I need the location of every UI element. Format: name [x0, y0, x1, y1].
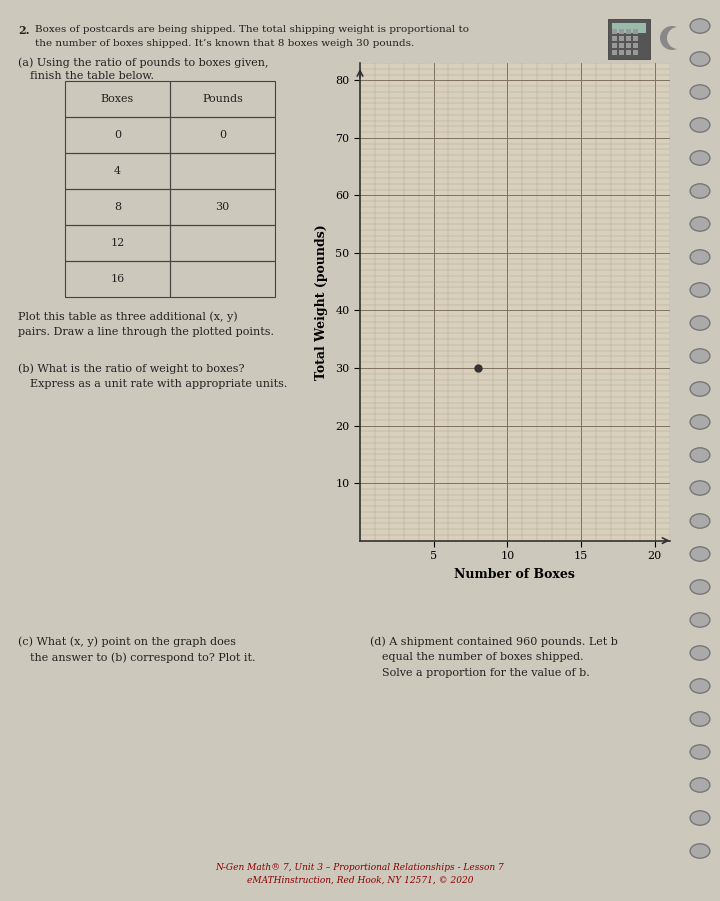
Bar	[612, 43, 617, 48]
Bar	[170, 189, 275, 225]
Text: Express as a unit rate with appropriate units.: Express as a unit rate with appropriate …	[30, 379, 287, 389]
Ellipse shape	[690, 613, 710, 627]
Bar	[633, 36, 638, 41]
Ellipse shape	[690, 580, 710, 594]
Ellipse shape	[690, 51, 710, 66]
Ellipse shape	[690, 745, 710, 760]
Ellipse shape	[690, 382, 710, 396]
Text: the number of boxes shipped. It’s known that 8 boxes weigh 30 pounds.: the number of boxes shipped. It’s known …	[35, 39, 414, 48]
Ellipse shape	[690, 283, 710, 297]
Bar	[619, 50, 624, 55]
Ellipse shape	[690, 85, 710, 99]
Bar	[65, 261, 170, 297]
Bar	[626, 50, 631, 55]
Text: pairs. Draw a line through the plotted points.: pairs. Draw a line through the plotted p…	[18, 327, 274, 337]
Ellipse shape	[690, 778, 710, 792]
Ellipse shape	[690, 19, 710, 33]
Bar	[626, 29, 631, 34]
X-axis label: Number of Boxes: Number of Boxes	[454, 568, 575, 581]
Bar	[65, 117, 170, 153]
Text: the answer to (b) correspond to? Plot it.: the answer to (b) correspond to? Plot it…	[30, 652, 256, 662]
Text: (a) Using the ratio of pounds to boxes given,: (a) Using the ratio of pounds to boxes g…	[18, 57, 269, 68]
Text: 0: 0	[219, 130, 226, 140]
Text: (b) What is the ratio of weight to boxes?: (b) What is the ratio of weight to boxes…	[18, 363, 245, 374]
Bar	[612, 36, 617, 41]
Bar	[170, 261, 275, 297]
Ellipse shape	[690, 678, 710, 693]
Ellipse shape	[690, 646, 710, 660]
Ellipse shape	[690, 315, 710, 330]
Bar	[626, 43, 631, 48]
Bar	[612, 29, 617, 34]
Bar	[170, 81, 275, 117]
Ellipse shape	[690, 844, 710, 858]
Text: (c) What (x, y) point on the graph does: (c) What (x, y) point on the graph does	[18, 636, 236, 647]
Bar	[619, 43, 624, 48]
Text: 16: 16	[110, 274, 125, 284]
Y-axis label: Total Weight (pounds): Total Weight (pounds)	[315, 224, 328, 379]
Text: 4: 4	[114, 166, 121, 176]
Text: 2.: 2.	[18, 25, 30, 36]
Bar	[612, 23, 646, 33]
Ellipse shape	[690, 150, 710, 165]
Bar	[608, 19, 650, 59]
Ellipse shape	[690, 712, 710, 726]
Bar	[633, 50, 638, 55]
Bar	[170, 153, 275, 189]
Ellipse shape	[690, 349, 710, 363]
Ellipse shape	[690, 184, 710, 198]
Text: 8: 8	[114, 202, 121, 212]
Bar	[633, 43, 638, 48]
Text: Solve a proportion for the value of b.: Solve a proportion for the value of b.	[382, 668, 590, 678]
Text: equal the number of boxes shipped.: equal the number of boxes shipped.	[382, 652, 584, 662]
Ellipse shape	[690, 448, 710, 462]
Ellipse shape	[690, 250, 710, 264]
Bar	[65, 189, 170, 225]
Text: 30: 30	[215, 202, 230, 212]
Ellipse shape	[690, 414, 710, 429]
Circle shape	[667, 27, 689, 49]
Bar	[612, 50, 617, 55]
Text: Boxes: Boxes	[101, 94, 134, 104]
Text: eMATHinstruction, Red Hook, NY 12571, © 2020: eMATHinstruction, Red Hook, NY 12571, © …	[247, 876, 473, 885]
Ellipse shape	[690, 514, 710, 528]
Bar	[170, 117, 275, 153]
Text: 0: 0	[114, 130, 121, 140]
Ellipse shape	[690, 811, 710, 825]
Text: Plot this table as three additional (x, y): Plot this table as three additional (x, …	[18, 311, 238, 322]
Ellipse shape	[690, 547, 710, 561]
Bar	[619, 29, 624, 34]
Text: (d) A shipment contained 960 pounds. Let b: (d) A shipment contained 960 pounds. Let…	[370, 636, 618, 647]
Text: Boxes of postcards are being shipped. The total shipping weight is proportional : Boxes of postcards are being shipped. Th…	[35, 25, 469, 34]
Text: finish the table below.: finish the table below.	[30, 71, 154, 81]
Bar	[619, 36, 624, 41]
Bar	[65, 225, 170, 261]
Text: Pounds: Pounds	[202, 94, 243, 104]
Ellipse shape	[690, 217, 710, 232]
Bar	[65, 81, 170, 117]
Text: 12: 12	[110, 238, 125, 248]
Circle shape	[660, 26, 684, 50]
Ellipse shape	[690, 118, 710, 132]
Text: N-Gen Math® 7, Unit 3 – Proportional Relationships - Lesson 7: N-Gen Math® 7, Unit 3 – Proportional Rel…	[215, 863, 505, 872]
Bar	[65, 153, 170, 189]
Ellipse shape	[690, 481, 710, 496]
Bar	[170, 225, 275, 261]
Bar	[633, 29, 638, 34]
Bar	[626, 36, 631, 41]
